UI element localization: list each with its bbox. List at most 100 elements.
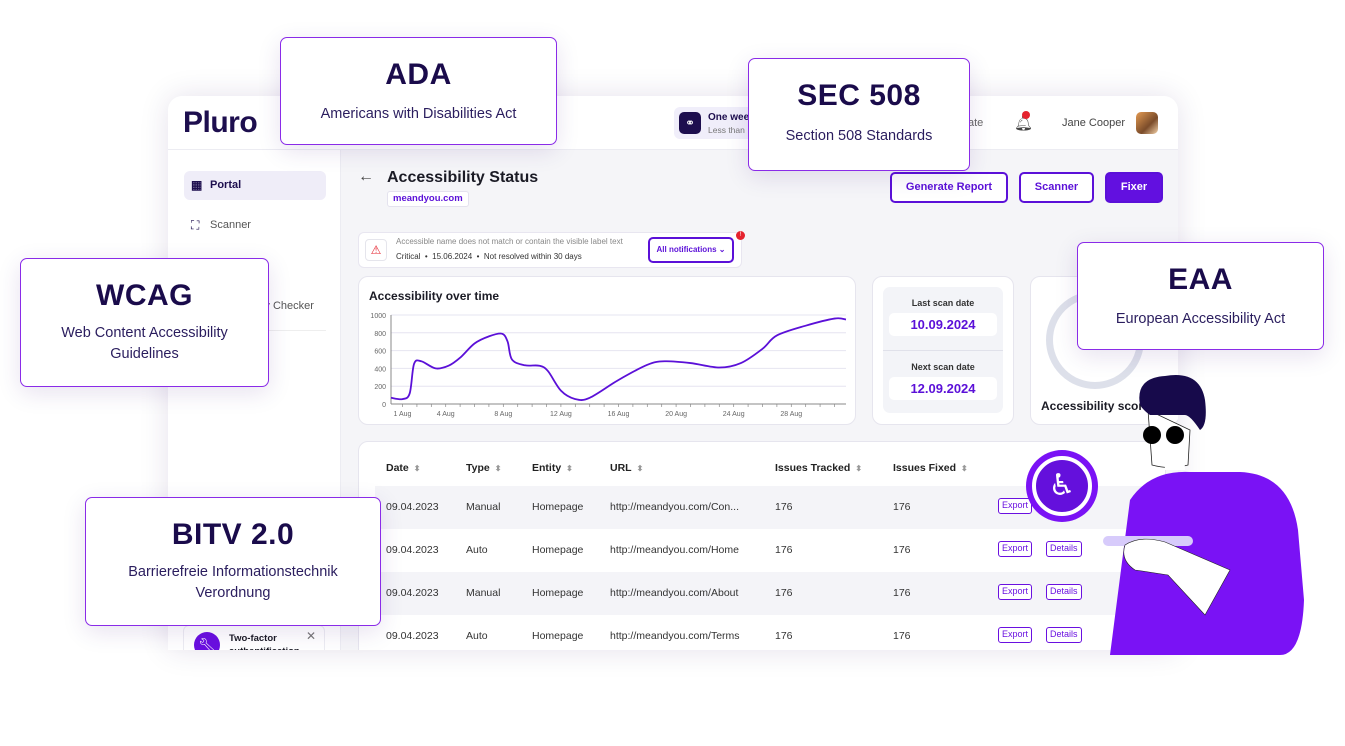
logo[interactable]: Pluro <box>183 106 258 139</box>
user-name[interactable]: Jane Cooper <box>1062 117 1125 129</box>
label: Scanner <box>210 219 251 231</box>
details-button[interactable]: Details <box>1046 541 1082 557</box>
cell-tracked: 176 <box>775 587 793 599</box>
cell-fixed: 176 <box>893 544 911 556</box>
cell-type: Manual <box>466 587 501 599</box>
notification-badge: ! <box>736 231 745 240</box>
y-tick-label: 0 <box>382 402 386 409</box>
x-tick-label: 28 Aug <box>780 411 802 418</box>
cell-date: 09.04.2023 <box>386 501 439 513</box>
last-scan-value: 10.09.2024 <box>889 313 997 336</box>
header-label: URL <box>610 462 632 474</box>
notification-bar: ⚠ Accessible name does not match or cont… <box>358 231 745 268</box>
all-notifications-dropdown[interactable]: All notifications ⌄ <box>648 237 734 263</box>
column-header[interactable]: Type ⬍ <box>466 462 501 474</box>
scan-dates-panel: Last scan date 10.09.2024 Next scan date… <box>883 287 1003 413</box>
notification-dot <box>1022 111 1030 119</box>
export-button[interactable]: Export <box>998 541 1033 557</box>
generate-report-button[interactable]: Generate Report <box>890 172 1008 203</box>
label: Portal <box>210 179 242 191</box>
table-row[interactable]: 09.04.2023 Auto Homepage http://meandyou.co… <box>375 529 1167 572</box>
divider <box>883 350 1003 351</box>
sort-icon[interactable]: ⬍ <box>566 464 573 473</box>
fixer-button[interactable]: Fixer <box>1105 172 1163 203</box>
column-header[interactable]: Issues Fixed ⬍ <box>893 462 968 474</box>
back-arrow-icon[interactable]: ← <box>358 168 374 185</box>
cell-tracked: 176 <box>775 544 793 556</box>
export-button[interactable]: Export <box>998 627 1033 643</box>
ada-title: ADA <box>385 58 452 91</box>
column-header[interactable]: Issues Tracked ⬍ <box>775 462 862 474</box>
avatar[interactable] <box>1136 112 1158 134</box>
column-header[interactable]: Date ⬍ <box>386 462 420 474</box>
sunglasses-right <box>1166 426 1184 444</box>
export-button[interactable]: Export <box>998 584 1033 600</box>
grid-icon: ▦ <box>191 178 203 192</box>
bell-icon[interactable]: 🔔︎ <box>1014 111 1033 132</box>
eaa-subtitle: European Accessibility Act <box>1115 311 1286 327</box>
notification-message: Accessible name does not match or contai… <box>396 237 623 246</box>
table-row[interactable]: 09.04.2023 Manual Homepage http://meandyou.… <box>375 572 1167 615</box>
y-tick-label: 1000 <box>370 313 386 320</box>
two-factor-toast[interactable]: 🔧︎ Two-factor authentification ✕ <box>183 625 325 650</box>
domain-badge[interactable]: meandyou.com <box>387 191 469 207</box>
sidebar-item-portal[interactable]: ▦ Portal <box>184 171 326 200</box>
next-scan-label: Next scan date <box>911 362 975 372</box>
column-header[interactable]: URL ⬍ <box>610 462 643 474</box>
chart-title: Accessibility over time <box>369 289 500 303</box>
next-scan-value: 12.09.2024 <box>889 377 997 400</box>
bitv-subtitle: Barrierefreie Informationstechnik Verord… <box>128 564 338 601</box>
wcag-title: WCAG <box>96 279 193 312</box>
close-icon[interactable]: ✕ <box>306 629 317 643</box>
bitv-title: BITV 2.0 <box>171 518 295 551</box>
y-tick-label: 200 <box>374 384 386 391</box>
eaa-card: EAA European Accessibility Act <box>1077 242 1324 350</box>
cell-url: http://meandyou.com/About <box>610 587 739 599</box>
sec-title: SEC 508 <box>797 79 921 112</box>
sort-icon[interactable]: ⬍ <box>494 464 502 473</box>
cell-entity: Homepage <box>532 544 584 556</box>
accessibility-line-chart: 0 200 400 600 800 1000 1 Aug 4 Aug 8 Aug 12 Aug 16… <box>370 313 847 418</box>
y-tick-label: 600 <box>374 349 386 356</box>
series-line <box>390 317 847 401</box>
cell-fixed: 176 <box>893 587 911 599</box>
page-title: Accessibility Status <box>387 169 539 186</box>
sort-icon[interactable]: ⬍ <box>413 464 421 473</box>
sort-icon[interactable]: ⬍ <box>855 464 863 473</box>
sort-icon[interactable]: ⬍ <box>636 464 644 473</box>
x-tick-label: 24 Aug <box>723 411 745 418</box>
table-row[interactable]: 09.04.2023 Auto Homepage http://meandyou.co… <box>375 615 1167 650</box>
sort-icon[interactable]: ⬍ <box>961 464 968 473</box>
scanner-button[interactable]: Scanner <box>1019 172 1094 203</box>
cell-url: http://meandyou.com/Home <box>610 544 739 556</box>
toast-subtitle: authentification <box>229 646 300 650</box>
x-tick-label: 8 Aug <box>494 411 512 418</box>
details-button[interactable]: Details <box>1046 627 1082 643</box>
accessibility-person-icon: ♿︎ <box>1032 456 1092 516</box>
notification-meta: Critical • 15.06.2024 • Not resolved wit… <box>396 252 582 261</box>
cell-type: Auto <box>466 630 488 642</box>
score-label: Accessibility score <box>1041 399 1150 413</box>
cell-entity: Homepage <box>532 630 584 642</box>
cell-entity: Homepage <box>532 587 584 599</box>
x-tick-label: 1 Aug <box>394 411 412 418</box>
column-header[interactable]: Entity ⬍ <box>532 462 573 474</box>
x-tick-label: 12 Aug <box>550 411 572 418</box>
chart-card: Accessibility over time 0 200 400 600 800 100… <box>358 276 856 425</box>
scan-icon: ⛶ <box>191 218 200 232</box>
header-label: Entity <box>532 462 562 474</box>
hair <box>1139 375 1206 430</box>
cell-tracked: 176 <box>775 501 793 513</box>
sidebar-item-scanner[interactable]: ⛶ Scanner <box>184 211 326 240</box>
hand <box>1123 538 1231 616</box>
x-tick-label: 20 Aug <box>665 411 687 418</box>
details-button[interactable]: Details <box>1046 584 1082 600</box>
cell-entity: Homepage <box>532 501 584 513</box>
cell-url: http://meandyou.com/Con... <box>610 501 739 513</box>
export-button[interactable]: Export <box>998 498 1033 514</box>
link-icon: ⚭ <box>679 112 701 134</box>
sec-subtitle: Section 508 Standards <box>785 128 933 144</box>
update-link[interactable]: ate <box>968 117 984 129</box>
x-tick-label: 4 Aug <box>437 411 455 418</box>
neck <box>1164 450 1185 470</box>
